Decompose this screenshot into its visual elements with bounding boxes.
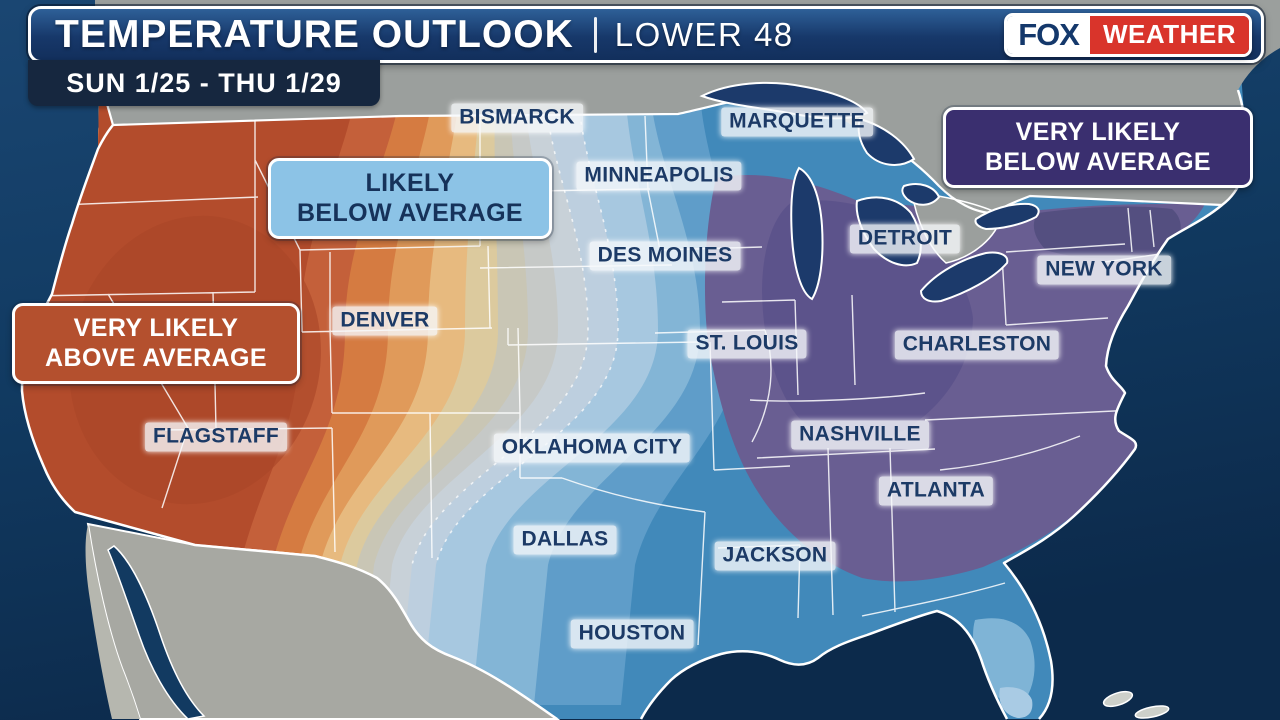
city-label-jackson: JACKSON [714, 541, 836, 571]
title-separator [593, 16, 597, 53]
legend-line: ABOVE AVERAGE [45, 343, 267, 372]
titlebar: TEMPERATURE OUTLOOK LOWER 48 FOX WEATHER [28, 6, 1264, 63]
legend-line: VERY LIKELY [1015, 118, 1181, 146]
us-coastline [20, 89, 1248, 720]
city-label-marquette: MARQUETTE [721, 107, 873, 137]
region-label: LOWER 48 [614, 15, 794, 53]
fox-logo-product: WEATHER [1089, 15, 1249, 54]
city-label-bismarck: BISMARCK [451, 103, 583, 133]
city-label-st-louis: ST. LOUIS [687, 329, 807, 359]
lake-michigan [790, 166, 824, 301]
dashed-transition-line-1 [411, 61, 589, 566]
city-label-dallas: DALLAS [513, 525, 617, 555]
city-label-detroit: DETROIT [849, 224, 961, 254]
lake-ontario [974, 202, 1040, 231]
city-label-denver: DENVER [332, 306, 438, 336]
fox-weather-logo: FOX WEATHER [1004, 12, 1252, 57]
legend-very-likely-below-average: VERY LIKELY BELOW AVERAGE [943, 107, 1253, 188]
city-label-houston: HOUSTON [570, 619, 694, 649]
legend-line: VERY LIKELY [73, 314, 239, 342]
florida-south-pale [999, 687, 1033, 718]
georgian-bay [901, 183, 941, 206]
legend-likely-below-average: LIKELY BELOW AVERAGE [268, 158, 552, 239]
city-label-charleston: CHARLESTON [894, 330, 1060, 360]
city-label-des-moines: DES MOINES [589, 241, 741, 271]
bahamas-islands [1102, 690, 1170, 719]
city-label-new-york: NEW YORK [1037, 255, 1171, 285]
gulf-of-california [107, 545, 206, 720]
legend-line: BELOW AVERAGE [296, 198, 524, 227]
legend-line: LIKELY [365, 169, 455, 197]
legend-very-likely-above-average: VERY LIKELY ABOVE AVERAGE [12, 303, 300, 384]
city-label-minneapolis: MINNEAPOLIS [576, 161, 742, 191]
city-label-oklahoma-city: OKLAHOMA CITY [493, 433, 691, 463]
city-label-nashville: NASHVILLE [791, 420, 929, 450]
lake-erie [919, 251, 1009, 303]
fox-logo-network: FOX [1007, 15, 1090, 54]
northeast-dark-zone [1033, 206, 1181, 259]
legend-line: BELOW AVERAGE [984, 147, 1212, 176]
city-label-atlanta: ATLANTA [878, 476, 994, 506]
date-range-badge: SUN 1/25 - THU 1/29 [28, 60, 380, 106]
page-title: TEMPERATURE OUTLOOK [55, 12, 574, 56]
baja-peninsula [85, 524, 140, 719]
city-label-flagstaff: FLAGSTAFF [145, 422, 287, 452]
